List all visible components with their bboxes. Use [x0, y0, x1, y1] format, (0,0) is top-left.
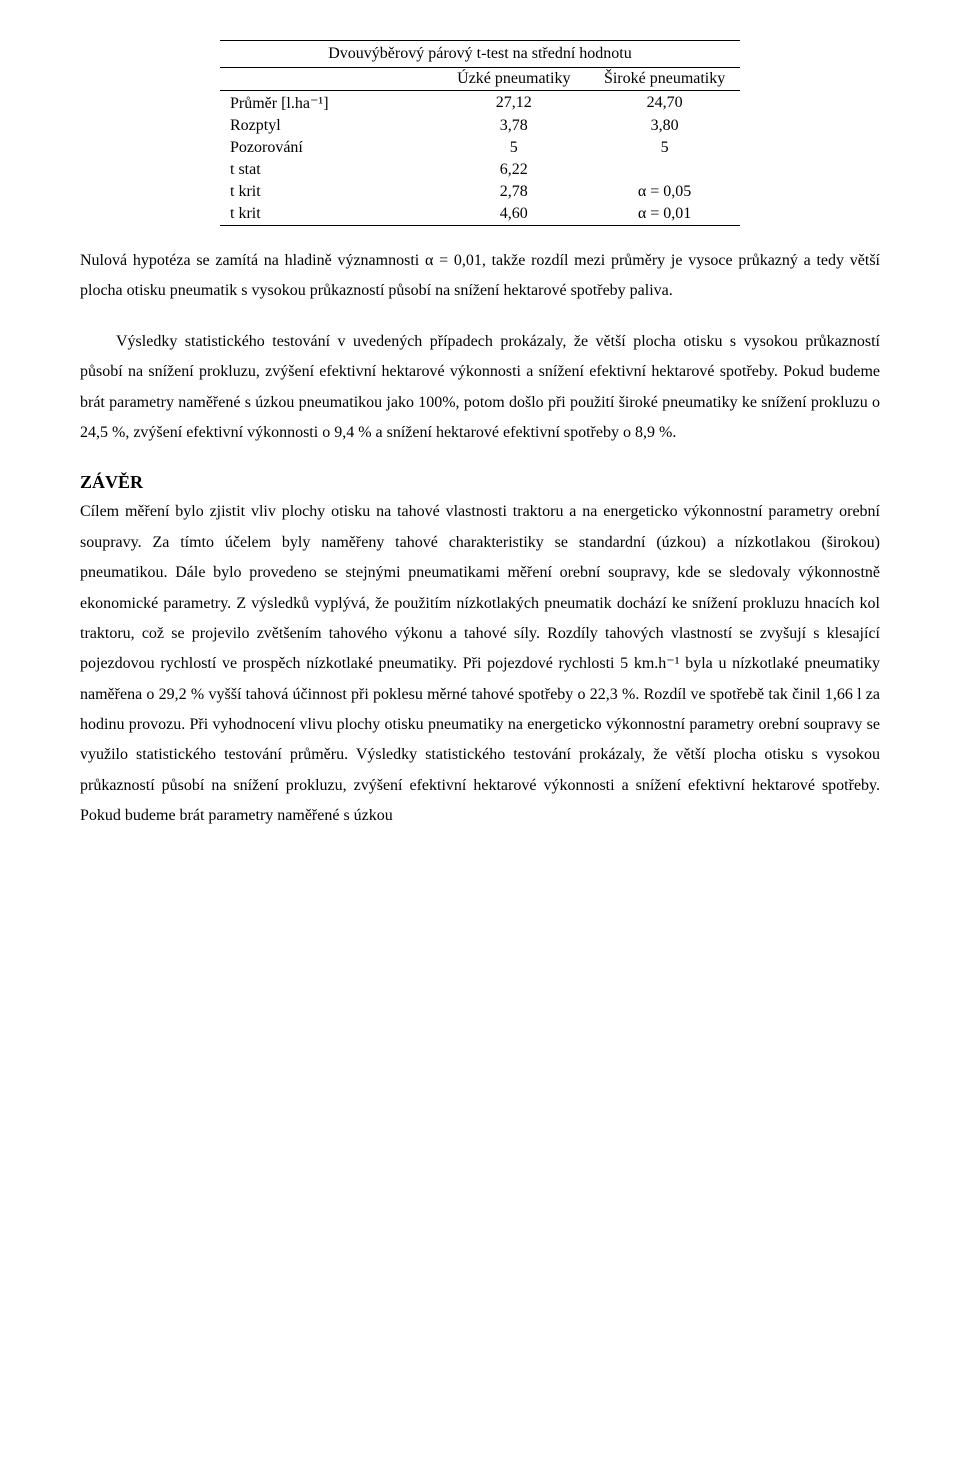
- table-header-col1: Úzké pneumatiky: [438, 68, 589, 91]
- row-c2: 3,80: [589, 115, 740, 137]
- section-heading-zaver: ZÁVĚR: [80, 472, 880, 493]
- paragraph-1: Nulová hypotéza se zamítá na hladině výz…: [80, 246, 880, 307]
- row-c2: [589, 159, 740, 181]
- row-c1: 5: [438, 137, 589, 159]
- row-c1: 27,12: [438, 91, 589, 116]
- row-label: t stat: [220, 159, 438, 181]
- paragraph-3: Cílem měření bylo zjistit vliv plochy ot…: [80, 497, 880, 831]
- row-c2: 5: [589, 137, 740, 159]
- table-title: Dvouvýběrový párový t-test na střední ho…: [220, 41, 740, 68]
- table-header-empty: [220, 68, 438, 91]
- row-label: t krit: [220, 181, 438, 203]
- paragraph-2: Výsledky statistického testování v uvede…: [80, 327, 880, 449]
- row-label: Rozptyl: [220, 115, 438, 137]
- row-label: t krit: [220, 203, 438, 226]
- ttest-table: Dvouvýběrový párový t-test na střední ho…: [220, 40, 740, 226]
- row-label: Pozorování: [220, 137, 438, 159]
- row-c1: 3,78: [438, 115, 589, 137]
- row-c2: 24,70: [589, 91, 740, 116]
- row-label: Průměr [l.ha⁻¹]: [220, 91, 438, 116]
- row-c1: 6,22: [438, 159, 589, 181]
- table-header-col2: Široké pneumatiky: [589, 68, 740, 91]
- row-c1: 2,78: [438, 181, 589, 203]
- row-c1: 4,60: [438, 203, 589, 226]
- row-c2: α = 0,01: [589, 203, 740, 226]
- row-c2: α = 0,05: [589, 181, 740, 203]
